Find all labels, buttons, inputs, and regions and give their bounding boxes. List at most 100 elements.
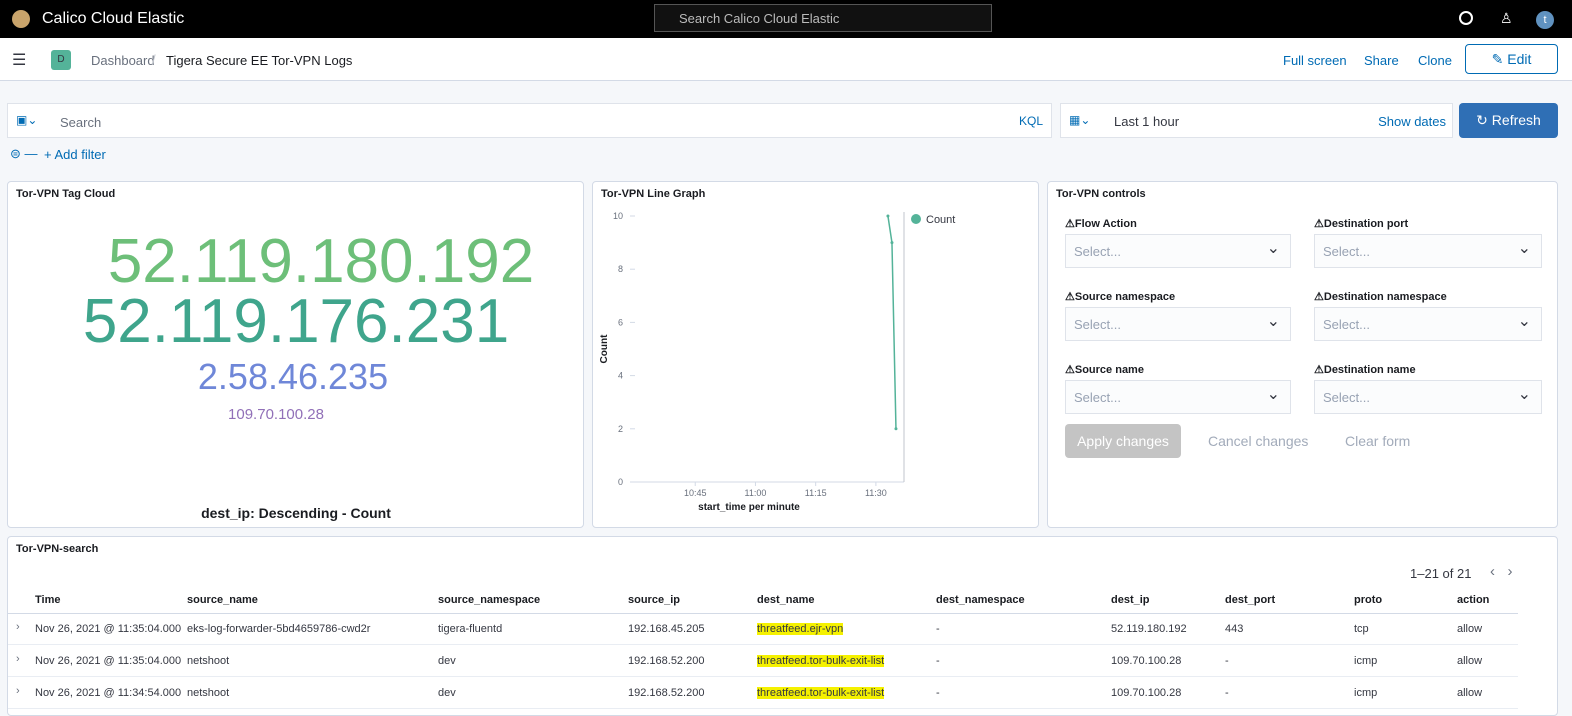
y-tick-label: 4 xyxy=(618,371,623,381)
row-rule xyxy=(8,676,1518,677)
tag[interactable]: 2.58.46.235 xyxy=(198,356,388,397)
panel-title: Tor-VPN-search xyxy=(16,543,98,555)
cell: - xyxy=(936,623,940,635)
select[interactable]: Select... xyxy=(1314,380,1542,414)
page-prev[interactable]: ‹ › xyxy=(1490,563,1513,580)
query-placeholder: Search xyxy=(60,115,101,130)
legend-label[interactable]: Count xyxy=(926,214,955,226)
search-placeholder: Search Calico Cloud Elastic xyxy=(679,11,839,26)
row-rule xyxy=(8,644,1518,645)
label-text: Flow Action xyxy=(1075,218,1137,230)
column-header[interactable]: source_name xyxy=(187,594,258,606)
tag[interactable]: 52.119.180.192 xyxy=(108,227,534,296)
cell: 52.119.180.192 xyxy=(1111,623,1187,635)
cell: 109.70.100.28 xyxy=(1111,687,1181,699)
line-graph-panel: Tor-VPN Line Graph 024681010:4511:0011:1… xyxy=(592,181,1039,528)
select[interactable]: Select... xyxy=(1065,380,1291,414)
select[interactable]: Select... xyxy=(1065,234,1291,268)
label-text: Source name xyxy=(1075,364,1144,376)
cell: allow xyxy=(1457,687,1482,699)
cell: netshoot xyxy=(187,655,229,667)
news-icon[interactable]: ♙ xyxy=(1500,10,1513,27)
cell: allow xyxy=(1457,655,1482,667)
full-screen[interactable]: Full screen xyxy=(1283,53,1347,68)
menu-icon[interactable]: ☰ xyxy=(12,50,26,70)
controls-panel: Tor-VPN controls Apply changes Cancel ch… xyxy=(1047,181,1558,528)
tag[interactable]: 109.70.100.28 xyxy=(228,406,324,423)
app-title: Calico Cloud Elastic xyxy=(42,10,184,28)
x-tick-label: 11:30 xyxy=(865,488,887,498)
panel-title: Tor-VPN controls xyxy=(1056,188,1146,200)
y-axis-label: Count xyxy=(599,334,610,364)
expand-icon[interactable]: › xyxy=(16,653,20,665)
pagination: 1–21 of 21 xyxy=(1410,566,1471,581)
warning-icon: ⚠ xyxy=(1314,291,1324,303)
field-label: ⚠Destination namespace xyxy=(1314,290,1447,303)
clear-button[interactable]: Clear form xyxy=(1345,433,1410,449)
column-header[interactable]: dest_port xyxy=(1225,594,1275,606)
field-label: ⚠Source namespace xyxy=(1065,290,1175,303)
query-input[interactable]: ▣⌄ Search KQL xyxy=(7,103,1052,138)
share[interactable]: Share xyxy=(1364,53,1399,68)
date-picker[interactable]: ▦⌄ Last 1 hour Show dates xyxy=(1060,103,1453,138)
cell: threatfeed.tor-bulk-exit-list xyxy=(757,655,884,667)
column-header[interactable]: source_namespace xyxy=(438,594,540,606)
expand-icon[interactable]: › xyxy=(16,621,20,633)
breadcrumb-parent[interactable]: Dashboard xyxy=(91,53,155,68)
cell: eks-log-forwarder-5bd4659786-cwd2r xyxy=(187,623,370,635)
filter-icon[interactable]: ⊜ — xyxy=(10,146,38,162)
avatar[interactable]: t xyxy=(1536,11,1554,29)
time-range: Last 1 hour xyxy=(1114,114,1179,129)
label-text: Destination name xyxy=(1324,364,1416,376)
column-header[interactable]: proto xyxy=(1354,594,1382,606)
y-tick-label: 6 xyxy=(618,317,623,327)
expand-icon[interactable]: › xyxy=(16,685,20,697)
point[interactable] xyxy=(894,427,897,430)
cell: 192.168.45.205 xyxy=(628,623,704,635)
column-header[interactable]: source_ip xyxy=(628,594,680,606)
cell: 192.168.52.200 xyxy=(628,655,704,667)
breadcrumb-current: Tigera Secure EE Tor-VPN Logs xyxy=(166,53,352,68)
search-panel: Tor-VPN-search 1–21 of 21 ‹ › Time source… xyxy=(7,536,1558,716)
kql-toggle[interactable]: KQL xyxy=(1019,114,1043,128)
field-label: ⚠Destination name xyxy=(1314,363,1416,376)
column-header[interactable]: dest_ip xyxy=(1111,594,1150,606)
point[interactable] xyxy=(886,215,889,218)
series-line xyxy=(888,216,896,429)
y-tick-label: 0 xyxy=(618,477,623,487)
saved-query-icon[interactable]: ▣⌄ xyxy=(16,113,37,127)
y-tick-label: 2 xyxy=(618,424,623,434)
select[interactable]: Select... xyxy=(1314,307,1542,341)
line-graph: 024681010:4511:0011:1511:30start_time pe… xyxy=(593,182,1038,527)
add-filter[interactable]: + Add filter xyxy=(44,147,106,162)
calendar-icon[interactable]: ▦⌄ xyxy=(1069,113,1090,127)
cancel-button[interactable]: Cancel changes xyxy=(1208,433,1308,449)
show-dates[interactable]: Show dates xyxy=(1378,114,1446,129)
tag-cloud-panel: Tor-VPN Tag Cloud 52.119.180.19252.119.1… xyxy=(7,181,584,528)
select[interactable]: Select... xyxy=(1314,234,1542,268)
x-tick-label: 11:15 xyxy=(805,488,827,498)
cell: threatfeed.ejr-vpn xyxy=(757,623,843,635)
edit-button[interactable]: ✎ Edit xyxy=(1465,44,1558,74)
edit-label: Edit xyxy=(1507,51,1531,67)
global-search[interactable]: Search Calico Cloud Elastic xyxy=(654,4,992,32)
cell: icmp xyxy=(1354,655,1377,667)
label-text: Destination port xyxy=(1324,218,1408,230)
clone[interactable]: Clone xyxy=(1418,53,1452,68)
column-header[interactable]: Time xyxy=(35,594,60,606)
column-header[interactable]: dest_namespace xyxy=(936,594,1025,606)
point[interactable] xyxy=(890,241,893,244)
refresh-button[interactable]: ↻ Refresh xyxy=(1459,103,1558,138)
help-icon[interactable] xyxy=(1459,11,1473,25)
apply-button[interactable]: Apply changes xyxy=(1065,424,1181,458)
space-badge[interactable]: D xyxy=(51,50,71,70)
column-header[interactable]: action xyxy=(1457,594,1489,606)
column-header[interactable]: dest_name xyxy=(757,594,814,606)
cell: 443 xyxy=(1225,623,1243,635)
tag[interactable]: 52.119.176.231 xyxy=(83,287,509,356)
select[interactable]: Select... xyxy=(1065,307,1291,341)
cell: - xyxy=(1225,687,1229,699)
cell: 192.168.52.200 xyxy=(628,687,704,699)
row-rule xyxy=(8,708,1518,709)
refresh-label: Refresh xyxy=(1492,112,1541,128)
